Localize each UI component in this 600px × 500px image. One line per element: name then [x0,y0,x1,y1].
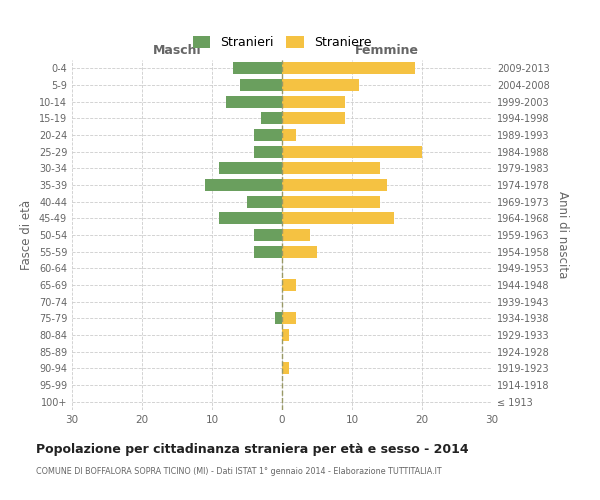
Bar [240,79,282,91]
Bar [282,112,345,124]
Text: Femmine: Femmine [355,44,419,57]
Bar [282,362,289,374]
Text: Popolazione per cittadinanza straniera per età e sesso - 2014: Popolazione per cittadinanza straniera p… [36,442,469,456]
Bar [205,179,282,191]
Bar [282,329,289,341]
Legend: Stranieri, Straniere: Stranieri, Straniere [188,32,376,54]
Bar [282,179,387,191]
Bar [254,146,282,158]
Bar [282,229,310,241]
Bar [282,212,394,224]
Bar [275,312,282,324]
Bar [282,246,317,258]
Y-axis label: Anni di nascita: Anni di nascita [556,192,569,278]
Bar [254,129,282,141]
Y-axis label: Fasce di età: Fasce di età [20,200,33,270]
Bar [247,196,282,207]
Text: Maschi: Maschi [152,44,202,57]
Bar [219,162,282,174]
Bar [282,196,380,207]
Bar [282,146,422,158]
Bar [282,162,380,174]
Bar [254,229,282,241]
Bar [282,312,296,324]
Text: COMUNE DI BOFFALORA SOPRA TICINO (MI) - Dati ISTAT 1° gennaio 2014 - Elaborazion: COMUNE DI BOFFALORA SOPRA TICINO (MI) - … [36,468,442,476]
Bar [219,212,282,224]
Bar [282,96,345,108]
Bar [282,279,296,291]
Bar [261,112,282,124]
Bar [226,96,282,108]
Bar [282,62,415,74]
Bar [254,246,282,258]
Bar [233,62,282,74]
Bar [282,79,359,91]
Bar [282,129,296,141]
